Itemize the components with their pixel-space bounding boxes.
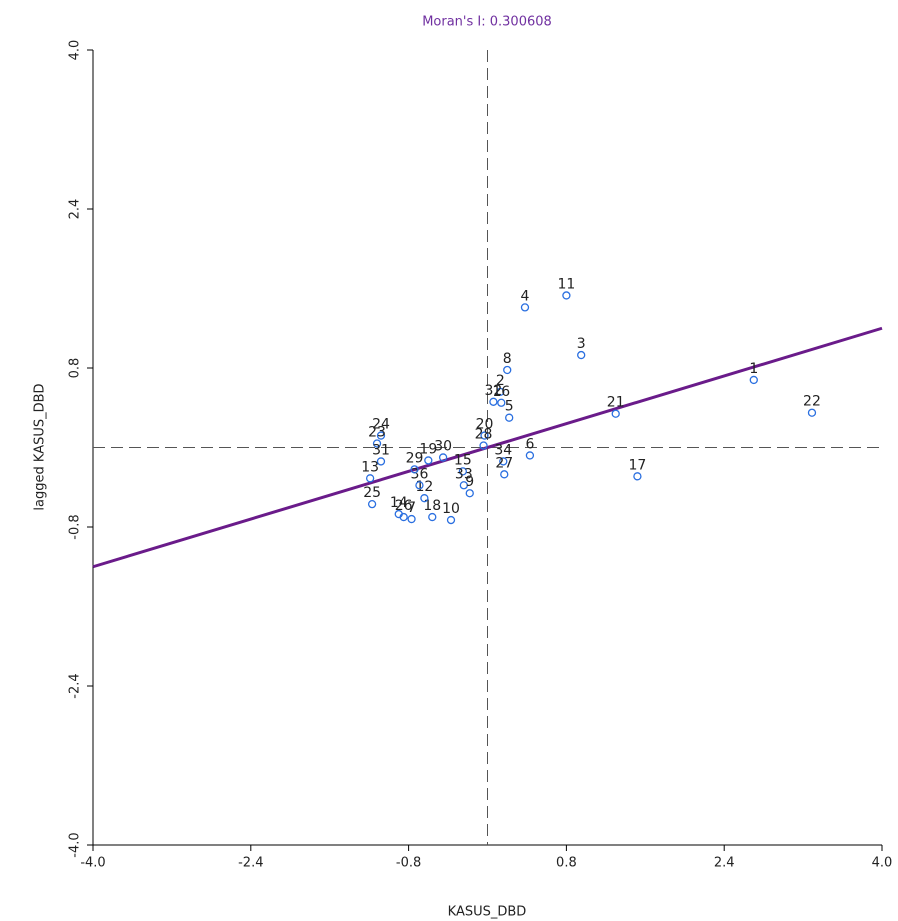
chart-title: Moran's I: 0.300608 (422, 15, 552, 30)
y-tick-label: -0.8 (68, 514, 83, 539)
point-label: 36 (411, 466, 429, 482)
point-label: 6 (525, 436, 534, 452)
point-label: 10 (442, 501, 460, 517)
point (634, 473, 641, 480)
point-label: 23 (368, 425, 386, 441)
point (448, 517, 455, 524)
y-tick-label: 0.8 (68, 358, 83, 379)
x-tick-label: -4.0 (80, 856, 105, 871)
y-tick-label: -2.4 (68, 673, 83, 698)
x-tick-label: -2.4 (238, 856, 263, 871)
point-label: 16 (492, 384, 510, 400)
point (521, 304, 528, 311)
point-label: 21 (607, 395, 625, 411)
point-label: 25 (363, 485, 381, 501)
point (369, 501, 376, 508)
x-tick-label: 2.4 (714, 856, 735, 871)
x-tick-label: -0.8 (396, 856, 421, 871)
point-label: 27 (495, 455, 513, 471)
y-tick-label: -4.0 (68, 832, 83, 857)
x-tick-label: 0.8 (556, 856, 577, 871)
point (408, 516, 415, 523)
point-label: 17 (628, 457, 646, 473)
point-label: 29 (406, 450, 424, 466)
point (612, 410, 619, 417)
x-tick-label: 4.0 (872, 856, 893, 871)
point (425, 457, 432, 464)
point (563, 292, 570, 299)
y-tick-label: 2.4 (68, 199, 83, 220)
point (750, 376, 757, 383)
y-tick-label: 4.0 (68, 40, 83, 61)
point-label: 4 (521, 288, 530, 304)
point-label: 14 (390, 495, 408, 511)
point (526, 452, 533, 459)
point-label: 31 (372, 442, 390, 458)
point (506, 414, 513, 421)
x-axis-label: KASUS_DBD (448, 905, 527, 920)
point-label: 28 (475, 427, 493, 443)
point (367, 475, 374, 482)
point (466, 490, 473, 497)
point-label: 5 (505, 399, 514, 415)
point-label: 9 (465, 474, 474, 490)
point (578, 352, 585, 359)
point-label: 8 (503, 351, 512, 367)
point-label: 13 (361, 459, 379, 475)
point (501, 471, 508, 478)
y-axis-label: lagged KASUS_DBD (33, 383, 48, 510)
point-label: 1 (749, 361, 758, 377)
point-label: 11 (557, 276, 575, 292)
point-label: 18 (423, 498, 441, 514)
point (808, 409, 815, 416)
point (429, 514, 436, 521)
point-label: 3 (577, 336, 586, 352)
chart: Moran's I: 0.300608 KASUS_DBD lagged KAS… (0, 0, 898, 921)
point-label: 22 (803, 394, 821, 410)
